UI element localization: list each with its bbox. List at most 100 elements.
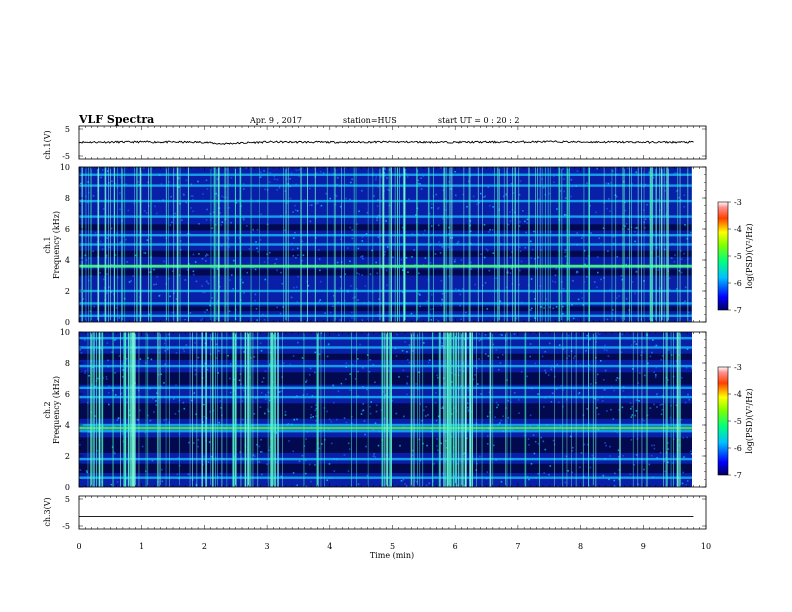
spectrogram-speckle bbox=[687, 393, 689, 396]
spectrogram-speckle bbox=[357, 483, 360, 485]
spectrogram-sferic bbox=[114, 167, 115, 322]
spectrogram-speckle bbox=[263, 319, 266, 321]
spectrogram-speckle bbox=[680, 250, 682, 252]
spectrogram-speckle bbox=[294, 204, 296, 207]
spectrogram-speckle bbox=[606, 410, 608, 412]
spectrogram-speckle bbox=[532, 434, 535, 436]
spectrogram-speckle bbox=[308, 463, 311, 466]
spectrogram-speckle bbox=[613, 389, 615, 392]
spectrogram-sferic bbox=[134, 332, 136, 487]
spectrogram-sferic bbox=[432, 332, 433, 487]
spectrogram-sferic bbox=[655, 167, 656, 322]
spectrogram-sferic bbox=[443, 167, 446, 322]
spectrogram-speckle bbox=[670, 354, 673, 356]
spectrogram-speckle bbox=[487, 186, 490, 188]
spectrogram-speckle bbox=[686, 480, 689, 482]
spectrogram-speckle bbox=[646, 203, 648, 206]
spectrogram-speckle bbox=[668, 277, 671, 280]
spectrogram-speckle bbox=[621, 333, 624, 336]
spectrogram-sferic bbox=[515, 167, 516, 322]
spectrogram-speckle bbox=[614, 472, 616, 475]
ch1-voltage-ylabel: ch.1(V) bbox=[43, 130, 52, 159]
spectrogram-speckle bbox=[581, 237, 583, 239]
spectrogram-speckle bbox=[312, 416, 314, 418]
spectrogram-speckle bbox=[406, 382, 408, 384]
spectrogram-speckle bbox=[682, 436, 685, 439]
spectrogram-speckle bbox=[194, 373, 197, 376]
spectrogram-speckle bbox=[106, 342, 109, 344]
spectrogram-speckle bbox=[488, 391, 491, 394]
spectrogram-speckle bbox=[94, 415, 97, 417]
spectrogram-speckle bbox=[227, 354, 229, 357]
spectrogram-speckle bbox=[466, 205, 468, 208]
spectrogram-speckle bbox=[268, 181, 271, 183]
spectrogram-speckle bbox=[364, 285, 367, 287]
spectrogram-speckle bbox=[492, 343, 495, 346]
spectrogram-speckle bbox=[211, 297, 213, 299]
spectrogram-speckle bbox=[573, 357, 575, 360]
spectrogram-speckle bbox=[652, 176, 655, 179]
spectrogram-speckle bbox=[467, 410, 469, 412]
spectrogram-speckle bbox=[184, 319, 186, 321]
spectrogram-speckle bbox=[114, 372, 116, 374]
spectrogram-sferic bbox=[179, 332, 180, 487]
spectrogram-speckle bbox=[685, 367, 688, 369]
spectrogram-speckle bbox=[419, 294, 421, 296]
spectrogram-speckle bbox=[488, 269, 491, 272]
spectrogram-speckle bbox=[384, 253, 386, 256]
spectrogram-speckle bbox=[289, 197, 292, 200]
spectrogram-strong-band bbox=[79, 264, 692, 268]
spectrogram-speckle bbox=[259, 342, 262, 345]
spectrogram-speckle bbox=[505, 407, 507, 409]
spectrogram-speckle bbox=[623, 224, 625, 227]
spectrogram-speckle bbox=[424, 415, 427, 417]
spectrogram-dark-band bbox=[79, 353, 692, 360]
spectrogram-speckle bbox=[289, 178, 291, 180]
spectrogram-speckle bbox=[96, 422, 99, 425]
spectrogram-speckle bbox=[207, 282, 209, 284]
spectrogram-speckle bbox=[193, 392, 196, 394]
spectrogram-speckle bbox=[356, 287, 358, 290]
spectrogram-speckle bbox=[174, 413, 177, 415]
spectrogram-speckle bbox=[79, 469, 82, 471]
spectrogram-speckle bbox=[528, 444, 530, 446]
x-tick-label: 6 bbox=[453, 542, 458, 551]
spectrogram-sferic bbox=[443, 167, 445, 322]
spectrogram-sferic bbox=[235, 332, 237, 487]
spectrogram-speckle bbox=[149, 271, 151, 273]
spectrogram-speckle bbox=[562, 168, 564, 170]
spectrogram-speckle bbox=[537, 473, 540, 475]
spectrogram-speckle bbox=[161, 480, 163, 483]
spectrogram-speckle bbox=[466, 429, 469, 431]
spectrogram-speckle bbox=[628, 309, 630, 311]
spectrogram-speckle bbox=[463, 452, 466, 454]
spectrogram-sferic bbox=[667, 167, 668, 322]
spectrogram-speckle bbox=[415, 214, 417, 216]
spectrogram-speckle bbox=[148, 313, 150, 316]
spectrogram-speckle bbox=[612, 170, 614, 172]
spectrogram-speckle bbox=[543, 186, 546, 188]
spectrogram-speckle bbox=[307, 284, 310, 287]
spectrogram-speckle bbox=[274, 262, 276, 265]
spectrogram-speckle bbox=[440, 167, 442, 169]
spectrogram-speckle bbox=[235, 318, 237, 320]
spectrogram-speckle bbox=[164, 363, 167, 365]
spectrogram-speckle bbox=[498, 368, 500, 371]
spectrogram-sferic bbox=[632, 332, 634, 487]
y-tick-label: 5 bbox=[65, 495, 70, 504]
spectrogram-speckle bbox=[441, 300, 444, 302]
spectrogram-speckle bbox=[410, 312, 413, 315]
spectrogram-sferic bbox=[239, 167, 242, 322]
spectrogram-speckle bbox=[304, 199, 306, 201]
spectrogram-speckle bbox=[576, 271, 578, 274]
spectrogram-speckle bbox=[437, 208, 439, 210]
spectrogram-speckle bbox=[571, 450, 574, 452]
spectrogram-speckle bbox=[264, 370, 267, 372]
spectrogram-speckle bbox=[624, 201, 626, 204]
spectrogram-sferic bbox=[451, 167, 453, 322]
spectrogram-sferic bbox=[87, 332, 89, 487]
spectrogram-speckle bbox=[425, 406, 427, 408]
spectrogram-speckle bbox=[620, 275, 623, 277]
spectrogram-speckle bbox=[262, 313, 264, 316]
spectrogram-sferic bbox=[287, 167, 289, 322]
